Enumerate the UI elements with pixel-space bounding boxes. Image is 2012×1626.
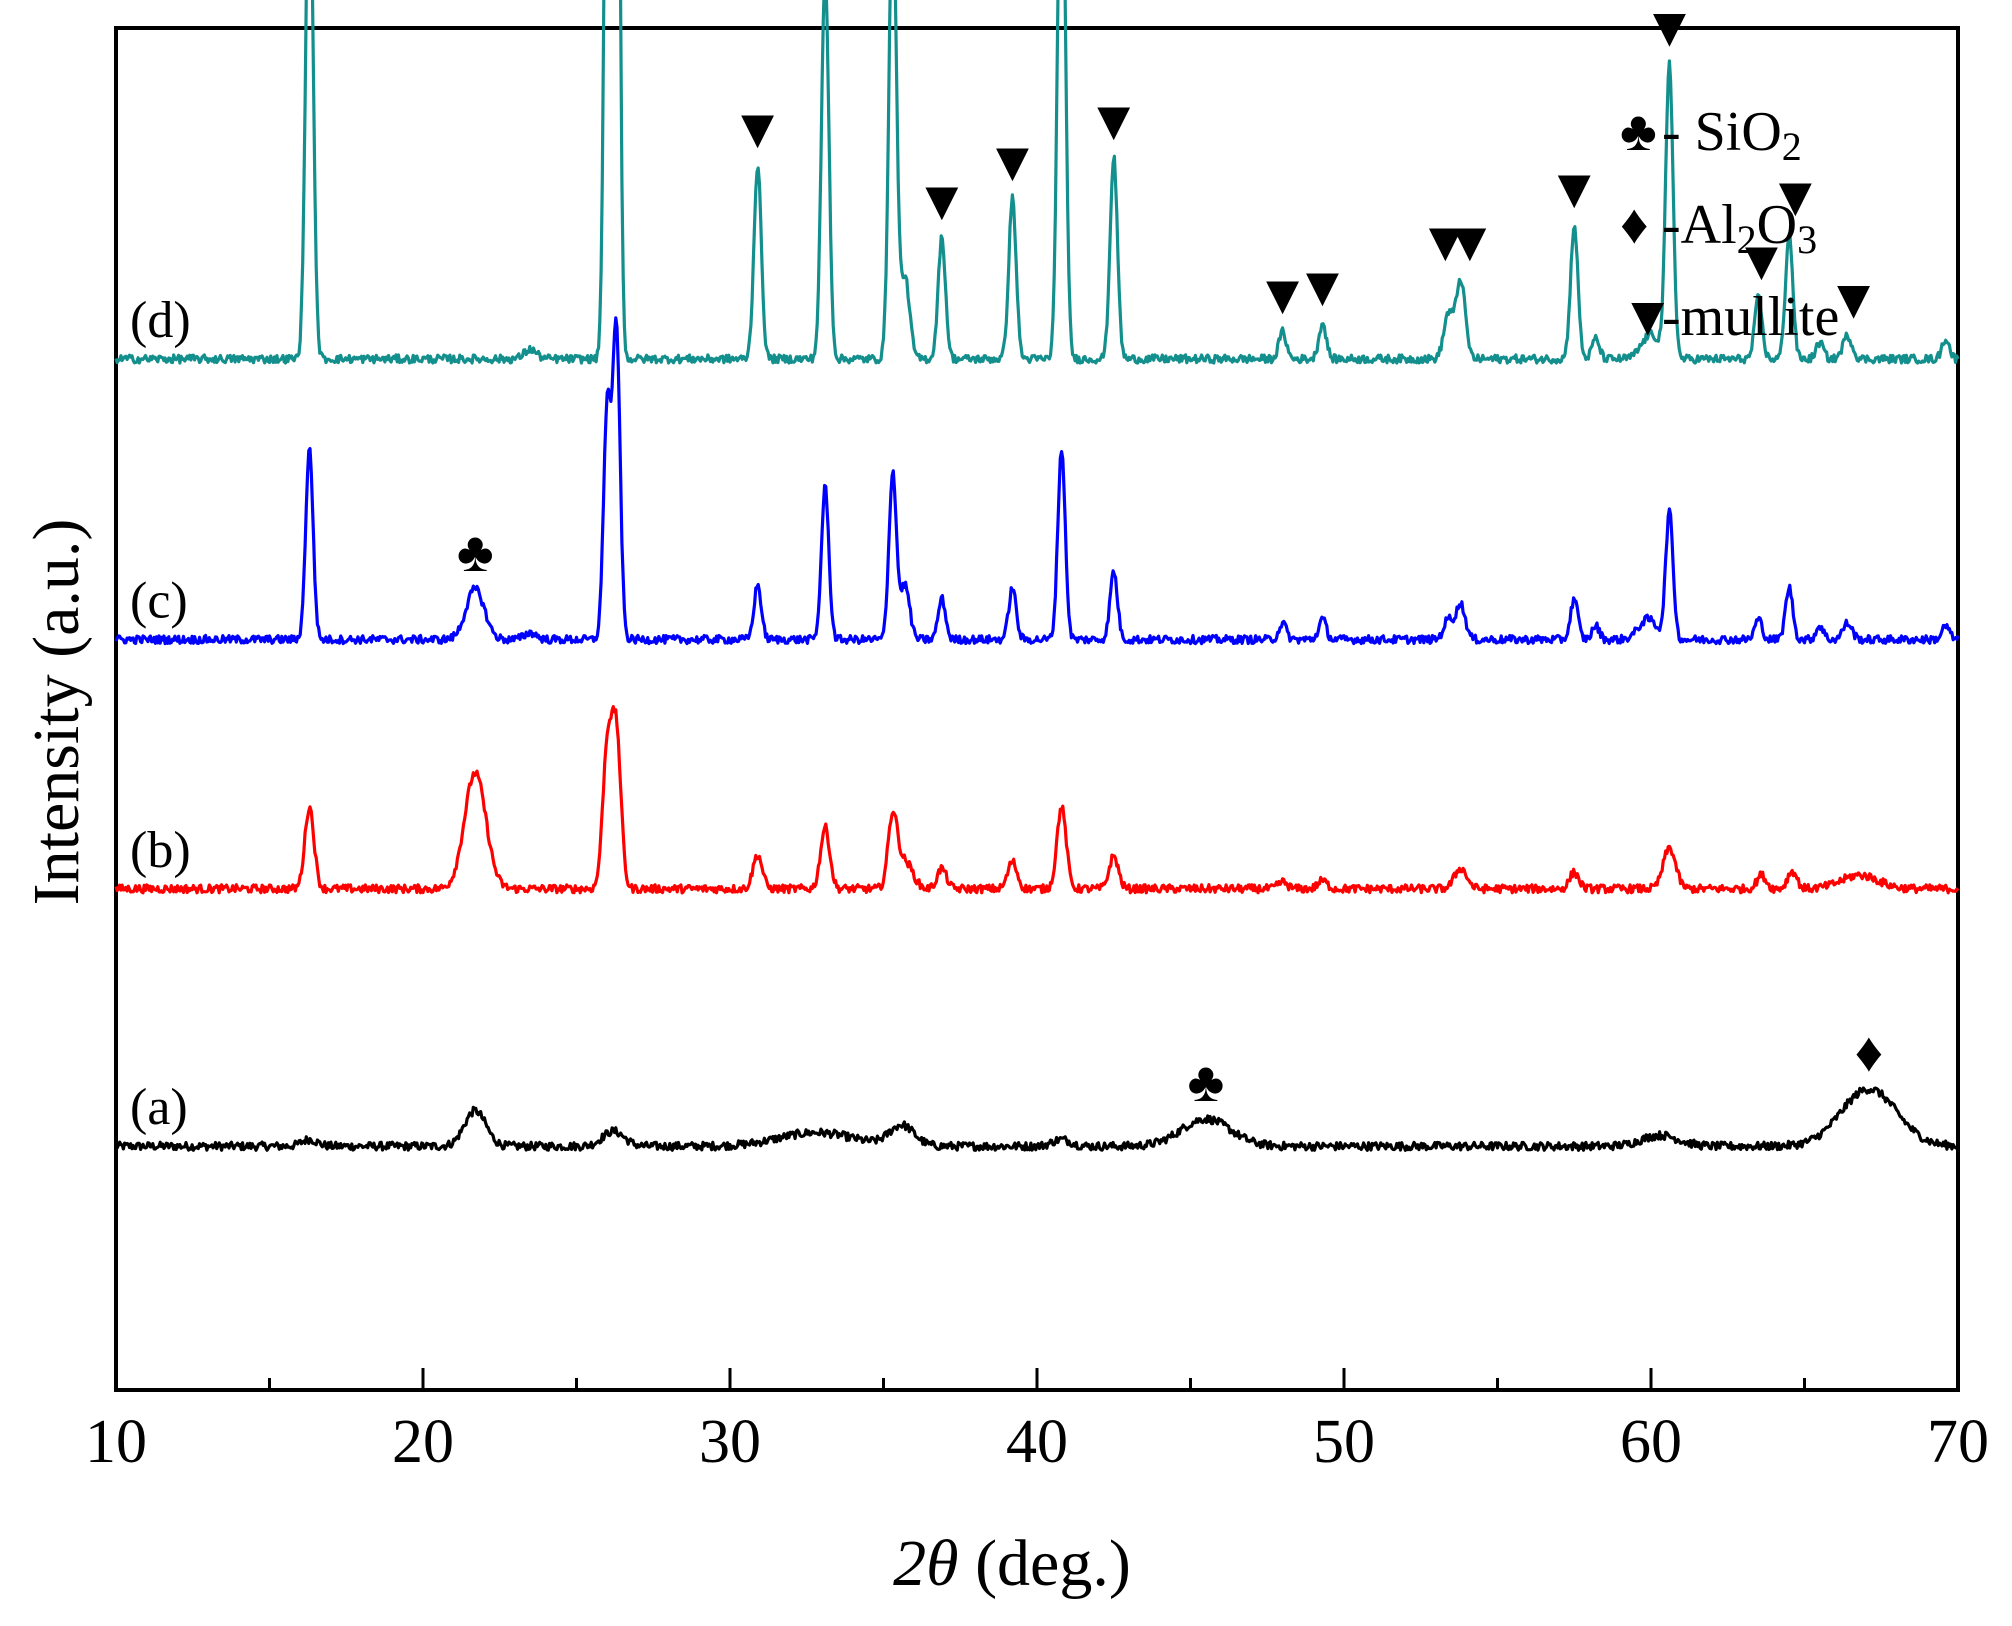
peak-marker: ▼: [1442, 212, 1497, 274]
peak-marker: ▼: [1826, 269, 1881, 331]
x-tick-label: 60: [1620, 1408, 1682, 1476]
x-tick-label: 30: [699, 1408, 761, 1476]
series-line-b: [114, 705, 1960, 895]
legend-symbol: ♦: [1620, 194, 1649, 256]
curve-label-b: (b): [130, 822, 191, 879]
legend: ♣ - SiO2♦ -Al2O3▼-mullite: [1620, 101, 1839, 348]
x-tick-label: 50: [1313, 1408, 1375, 1476]
peak-marker: ▼: [1086, 90, 1141, 152]
peak-marker: ▼: [1418, 212, 1473, 274]
legend-symbol: ♣: [1620, 101, 1657, 163]
curve-label-a: (a): [130, 1079, 188, 1136]
peak-marker: ▼: [1642, 0, 1697, 59]
curve-label-c: (c): [130, 573, 188, 630]
series-line-c: [114, 316, 1960, 646]
x-tick-label: 70: [1927, 1408, 1989, 1476]
peak-marker: ▼: [1547, 158, 1602, 220]
legend-entry: - SiO2: [1662, 101, 1802, 169]
peak-marker: ♦: [1855, 1022, 1884, 1084]
series-line-a: [114, 1086, 1959, 1152]
peak-marker: ▼: [1255, 265, 1310, 327]
x-axis-title: 2θ (deg.): [893, 1527, 1131, 1600]
peak-marker: ♣: [1187, 1052, 1224, 1114]
legend-entry: -Al2O3: [1662, 194, 1817, 262]
legend-symbol: ▼: [1620, 286, 1675, 348]
x-tick-label: 20: [392, 1408, 454, 1476]
peak-marker: ♣: [457, 522, 494, 584]
y-axis-title: Intensity (a.u.): [20, 519, 93, 906]
peak-marker: ▼: [730, 99, 785, 161]
x-tick-label: 10: [85, 1408, 147, 1476]
x-tick-label: 40: [1006, 1408, 1068, 1476]
peak-marker: ▼: [1295, 257, 1350, 319]
peak-marker: ▼: [1734, 231, 1789, 293]
peak-marker: ▼: [985, 131, 1040, 193]
series-line-d: [114, 0, 1960, 365]
peak-marker: ▼: [914, 171, 969, 233]
curve-label-d: (d): [130, 292, 191, 349]
legend-entry: -mullite: [1662, 286, 1839, 348]
peak-marker: ▼: [1768, 167, 1823, 229]
